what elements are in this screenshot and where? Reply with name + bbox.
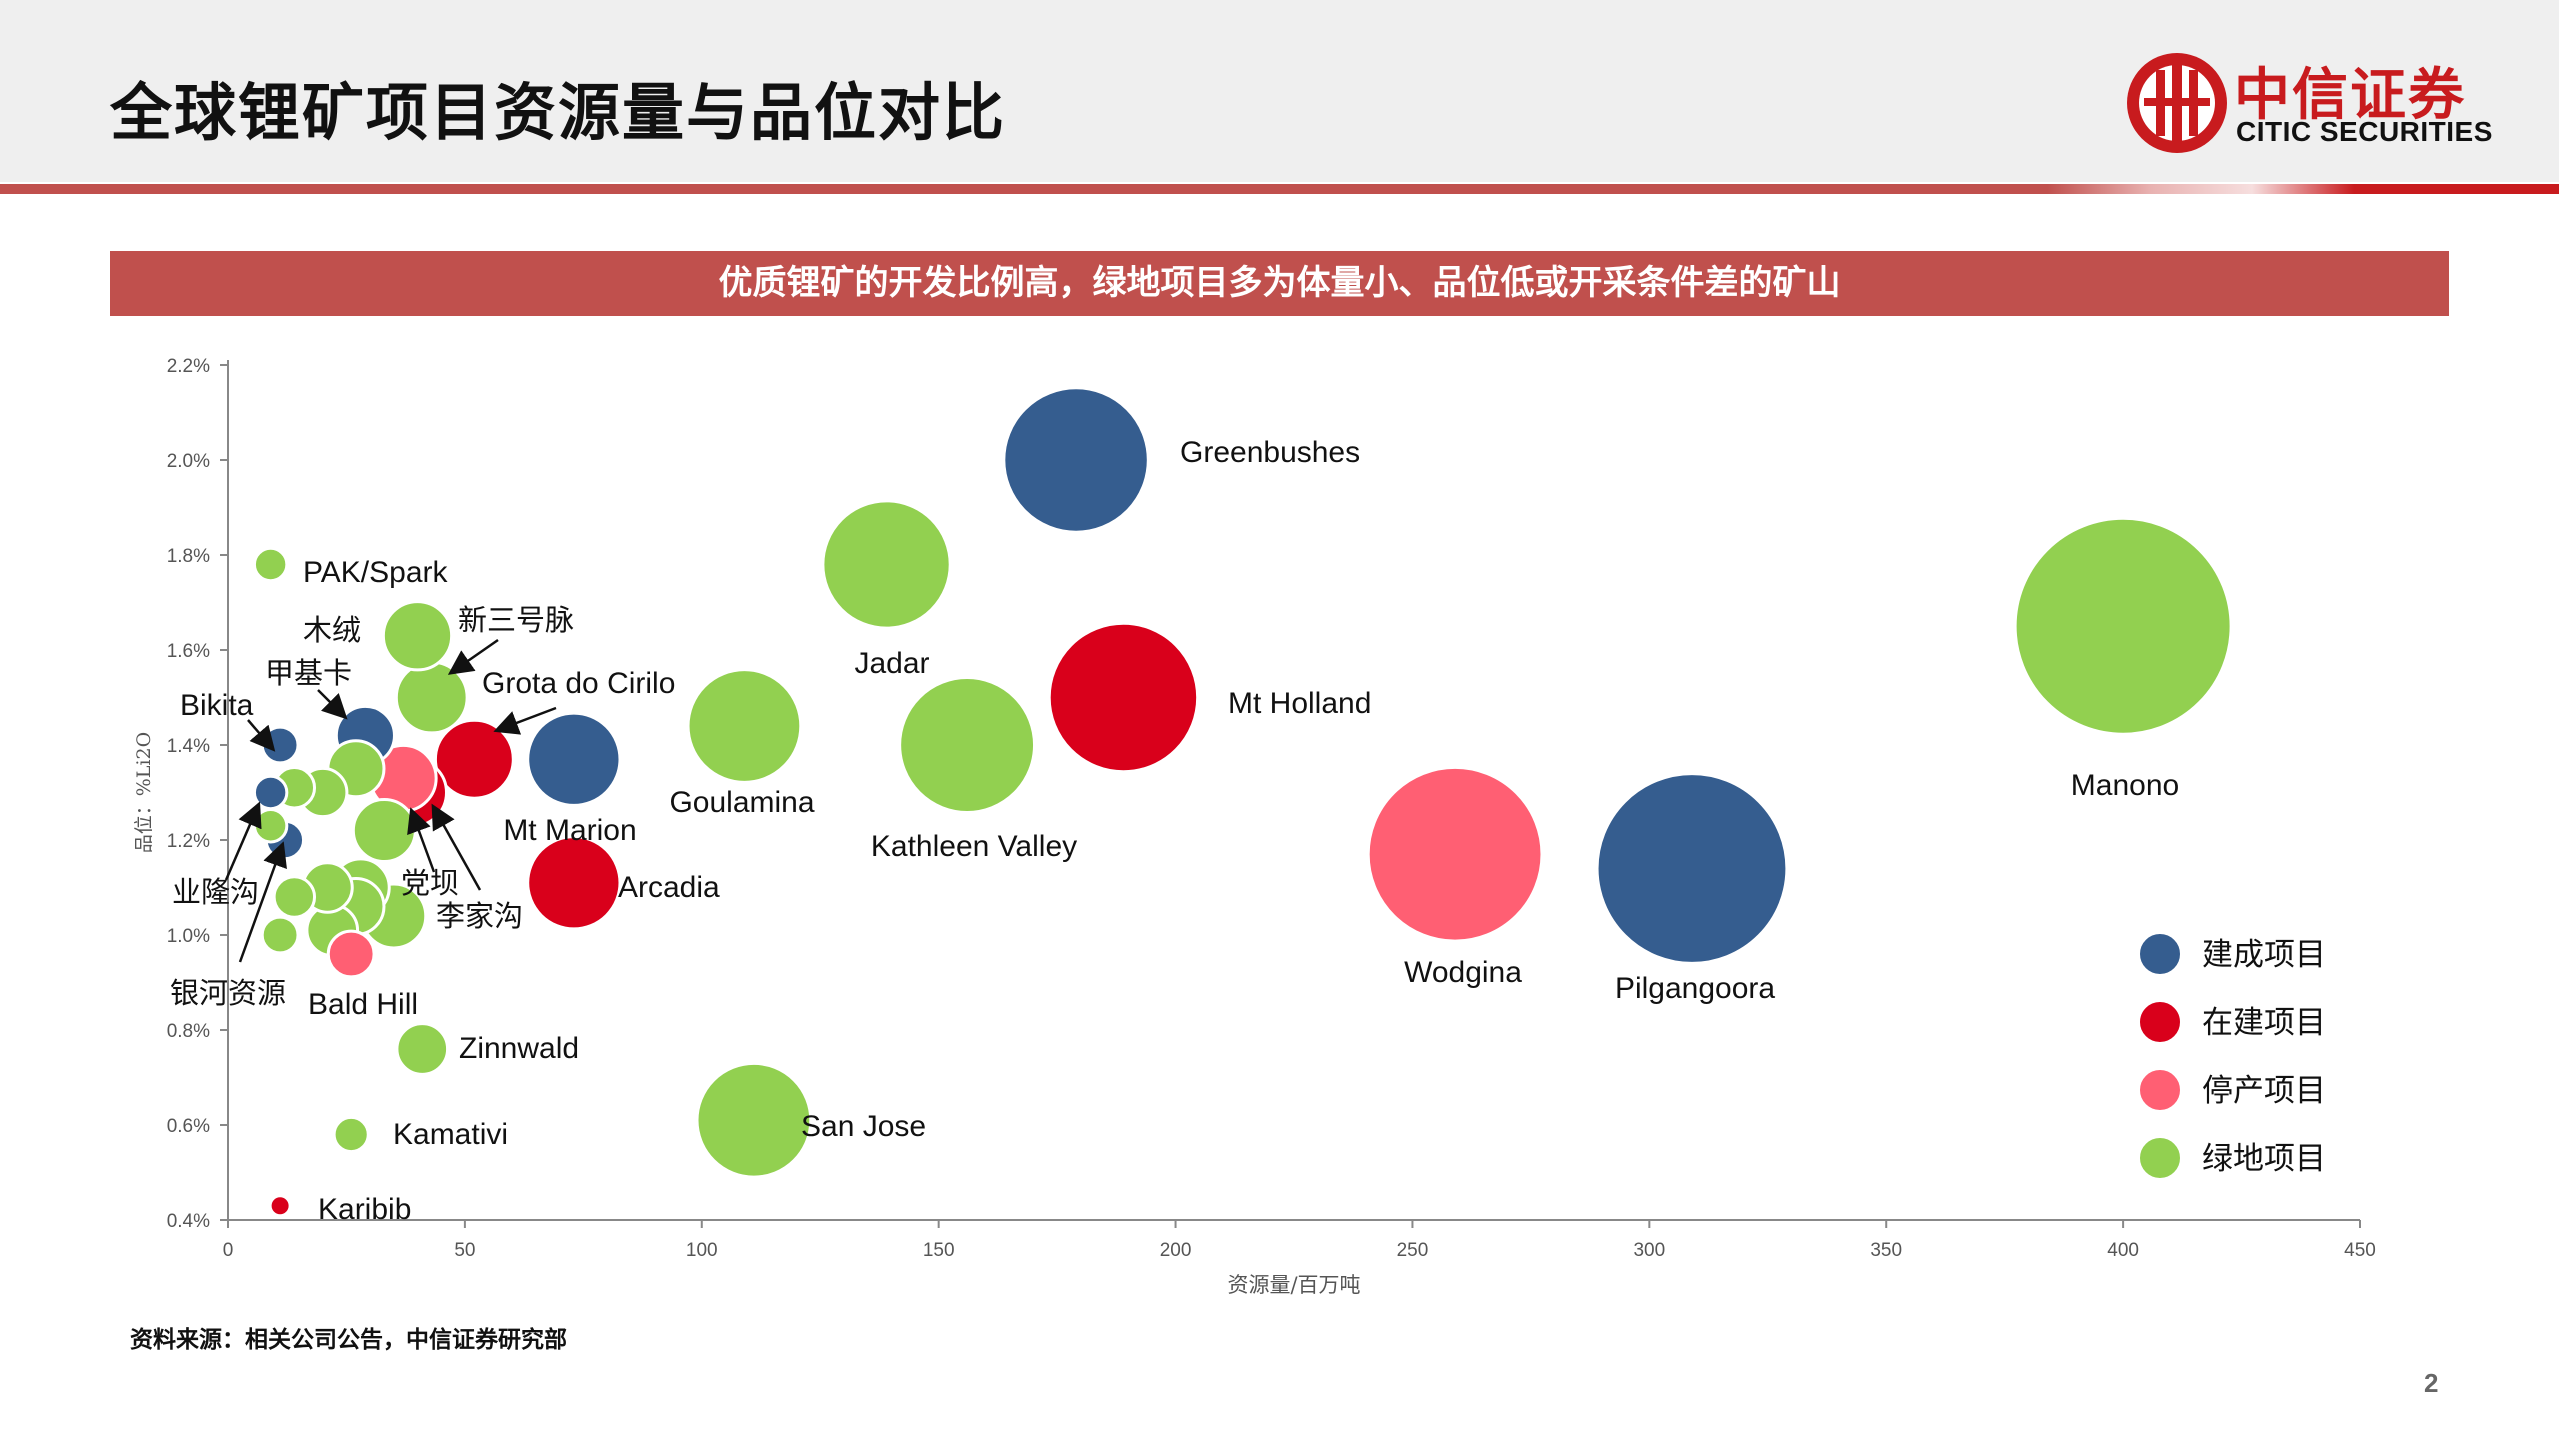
annotation-arrow: [493, 706, 557, 735]
bubble-label: PAK/Spark: [303, 556, 449, 589]
bubble-label: Manono: [2071, 769, 2179, 802]
bubble-label: Greenbushes: [1180, 436, 1360, 469]
bubble-label: 党坝: [401, 866, 459, 900]
legend-marker: [2138, 1068, 2182, 1112]
y-tick-label: 1.4%: [167, 736, 210, 757]
bubble: [2013, 516, 2233, 736]
bubble: [898, 676, 1037, 814]
bubble-label: Bald Hill: [308, 988, 418, 1021]
x-tick-label: 250: [1397, 1240, 1429, 1261]
bubble: [686, 668, 803, 784]
logo-en-text: CITIC SECURITIES: [2236, 116, 2493, 147]
bubble-label: Mt Marion: [503, 814, 636, 847]
x-tick-label: 300: [1633, 1240, 1665, 1261]
x-tick-label: 400: [2107, 1240, 2139, 1261]
bubble: [526, 835, 622, 931]
bubble: [268, 1194, 292, 1218]
bubble-label: 甲基卡: [265, 656, 352, 690]
y-tick-label: 1.0%: [167, 926, 210, 947]
y-tick-label: 2.2%: [167, 356, 210, 377]
logo-cn-text: 中信证券: [2234, 62, 2466, 128]
y-tick-label: 1.8%: [167, 546, 210, 567]
bubble: [1002, 386, 1150, 534]
bubble-label: Karibib: [318, 1193, 411, 1226]
bubble: [1047, 621, 1200, 774]
bubble: [272, 875, 317, 919]
bubble-label: 木绒: [303, 613, 361, 647]
bubble-label: Pilgangoora: [1615, 972, 1775, 1005]
page-number: 2: [2424, 1368, 2439, 1398]
legend-label: 绿地项目: [2202, 1141, 2326, 1177]
bubble-label: 银河资源: [170, 976, 286, 1010]
y-tick-label: 1.2%: [167, 831, 210, 852]
x-tick-label: 50: [454, 1240, 475, 1261]
bubble-label: Kamativi: [393, 1118, 508, 1151]
legend-marker: [2138, 1000, 2182, 1044]
x-tick-label: 0: [223, 1240, 234, 1261]
y-axis-title: 品位：%Li2O: [133, 732, 155, 853]
bubble-label: Kathleen Valley: [871, 830, 1077, 863]
x-tick-label: 100: [686, 1240, 718, 1261]
bubble-label: Grota do Cirilo: [482, 667, 675, 700]
bubble-label: Wodgina: [1404, 956, 1522, 989]
bubble: [252, 546, 289, 583]
bubble: [526, 711, 622, 807]
bubble-label: 业隆沟: [172, 875, 259, 909]
x-tick-label: 200: [1160, 1240, 1192, 1261]
x-tick-label: 150: [923, 1240, 955, 1261]
x-tick-label: 350: [1870, 1240, 1902, 1261]
annotation-arrow: [238, 841, 287, 963]
bubble-label: Mt Holland: [1228, 687, 1371, 720]
key-message-banner: 优质锂矿的开发比例高，绿地项目多为体量小、品位低或开采条件差的矿山: [110, 251, 2449, 316]
bubble-label: Jadar: [854, 647, 929, 680]
bubble-label: 李家沟: [436, 899, 523, 933]
bubble: [1595, 772, 1789, 965]
y-tick-label: 1.6%: [167, 641, 210, 662]
annotation-arrow: [431, 803, 482, 891]
citic-logo-icon: [2127, 53, 2227, 153]
bubble-label: 新三号脉: [458, 603, 574, 637]
bubble: [395, 1022, 450, 1076]
bubble: [351, 797, 417, 864]
legend-marker: [2138, 932, 2182, 976]
bubble-label: San Jose: [801, 1110, 926, 1143]
bubble: [821, 499, 952, 630]
bubble-label: Bikita: [180, 689, 254, 722]
legend-label: 在建项目: [2202, 1005, 2326, 1041]
x-axis-title: 资源量/百万吨: [1227, 1273, 1360, 1297]
bubble: [433, 718, 515, 800]
bubble-label: Zinnwald: [459, 1032, 579, 1065]
bubble: [260, 725, 300, 765]
x-tick-label: 450: [2344, 1240, 2376, 1261]
bubble-label: Goulamina: [669, 786, 814, 819]
bubble: [332, 1115, 370, 1154]
annotation-arrow: [447, 638, 499, 675]
legend-label: 停产项目: [2202, 1073, 2326, 1109]
bubble-label: Arcadia: [618, 871, 720, 904]
y-tick-label: 2.0%: [167, 451, 210, 472]
source-note: 资料来源：相关公司公告，中信证券研究部: [130, 1327, 567, 1353]
header-divider: [0, 184, 2559, 194]
annotation-arrow: [317, 689, 348, 720]
bubble: [252, 808, 289, 844]
bubble: [381, 600, 454, 672]
bubble: [252, 774, 289, 811]
annotation-arrow: [224, 801, 262, 881]
annotation-arrow: [407, 807, 436, 873]
annotation-arrow: [247, 719, 276, 752]
y-tick-label: 0.6%: [167, 1116, 210, 1137]
bubble: [260, 915, 300, 955]
y-tick-label: 0.8%: [167, 1021, 210, 1042]
legend-label: 建成项目: [2202, 937, 2326, 973]
y-tick-label: 0.4%: [167, 1211, 210, 1232]
bubble: [1366, 765, 1544, 943]
legend-marker: [2138, 1136, 2182, 1180]
bubble: [394, 660, 469, 735]
page-title: 全球锂矿项目资源量与品位对比: [110, 76, 1007, 149]
bubble: [695, 1061, 813, 1179]
bubble: [326, 929, 376, 979]
